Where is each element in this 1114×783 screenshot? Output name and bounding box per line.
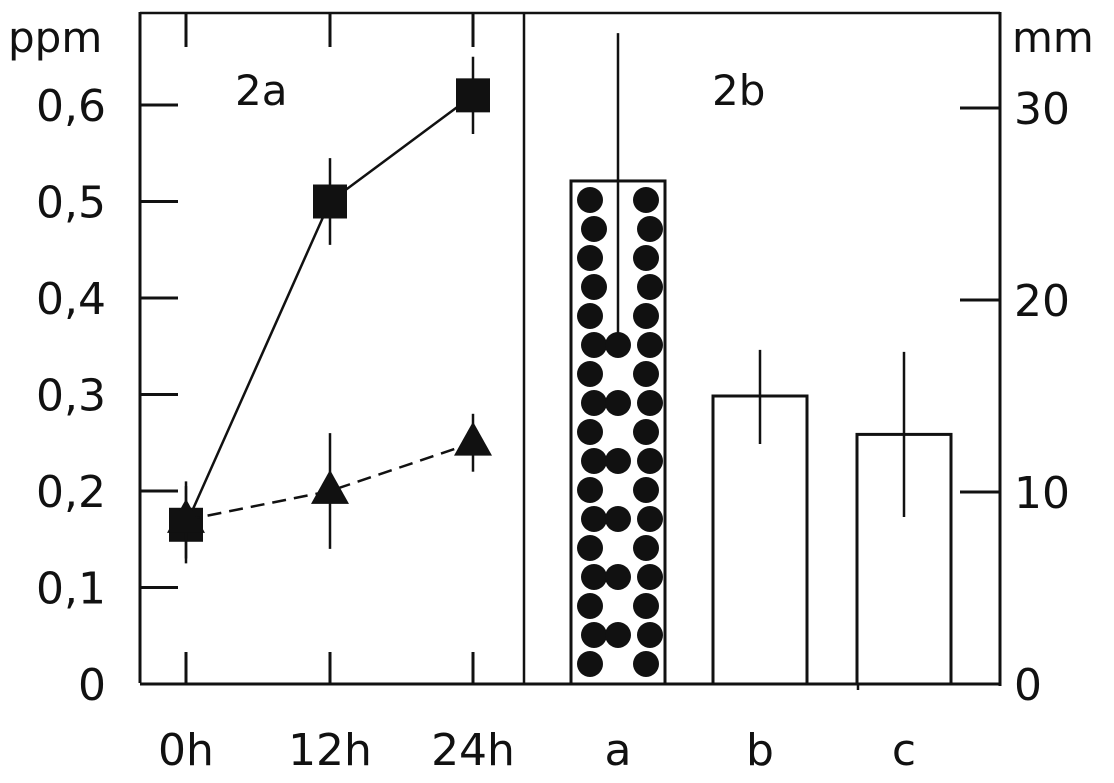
bar-dot	[605, 389, 631, 416]
bar-dot	[581, 389, 607, 416]
bar-series	[569, 33, 953, 686]
bar-dot	[637, 447, 663, 474]
bar-dot	[577, 534, 603, 561]
left-y-tick-label: 0	[78, 660, 106, 711]
right-y-tick-label: 10	[1014, 468, 1070, 519]
panel-label-2a: 2a	[235, 66, 287, 115]
bar-dot	[577, 476, 603, 503]
bar-dot	[581, 331, 607, 358]
left-y-tick-label: 0,6	[36, 81, 106, 132]
triangle-marker	[311, 469, 349, 504]
bar-dot	[577, 360, 603, 387]
bar-dot	[581, 563, 607, 590]
bar-dot	[577, 244, 603, 271]
bar-category-label: b	[746, 725, 774, 776]
triangle-marker	[167, 498, 205, 533]
line-series	[167, 56, 492, 564]
bar-dot	[577, 592, 603, 619]
x-category-label: 12h	[288, 725, 372, 776]
bar-dot	[637, 563, 663, 590]
right-y-tick-label: 0	[1014, 660, 1042, 711]
bar-dot	[577, 418, 603, 445]
right-y-tick-label: 30	[1014, 84, 1070, 135]
bar-category-label: a	[605, 725, 632, 776]
bar-dot	[633, 476, 659, 503]
bar-dot	[605, 331, 631, 358]
bar-category-label: c	[892, 725, 916, 776]
bar-dot	[577, 650, 603, 677]
x-category-label: 0h	[158, 725, 214, 776]
x-category-label: 24h	[431, 725, 515, 776]
left-y-tick-label: 0,3	[36, 371, 106, 422]
bar-dot	[633, 244, 659, 271]
square-marker	[313, 184, 347, 219]
bar-dot	[633, 186, 659, 213]
bar-dot	[633, 650, 659, 677]
bar-dot	[605, 563, 631, 590]
right-unit-label: mm	[1012, 13, 1094, 62]
bar-dot	[637, 389, 663, 416]
bar-dot	[637, 505, 663, 532]
left-y-tick-label: 0,2	[36, 467, 106, 518]
bar-dot	[637, 273, 663, 300]
square-marker	[456, 78, 490, 113]
bar-dot	[605, 447, 631, 474]
left-y-ticks: 0 0,1 0,2 0,3 0,4 0,5 0,6	[36, 81, 178, 711]
triangle-marker	[454, 421, 492, 456]
bar-dot	[633, 534, 659, 561]
x-ticks: 0h 12h 24h a b c	[158, 13, 916, 776]
bar-dot	[581, 505, 607, 532]
left-y-tick-label: 0,1	[36, 564, 106, 615]
bar-dot	[605, 621, 631, 648]
right-y-ticks: 0 10 20 30	[960, 84, 1070, 711]
bar-dot	[581, 447, 607, 474]
right-y-tick-label: 20	[1014, 276, 1070, 327]
bar-dot	[577, 186, 603, 213]
bar-dot	[633, 418, 659, 445]
line-series-triangle	[185, 441, 474, 522]
panel-label-2b: 2b	[712, 66, 765, 115]
bar-dot	[577, 302, 603, 329]
bar-dot	[581, 215, 607, 242]
left-unit-label: ppm	[8, 13, 102, 62]
bar-dot	[637, 331, 663, 358]
bar-dot	[633, 302, 659, 329]
left-y-tick-label: 0,4	[36, 274, 106, 325]
bar-dot	[633, 592, 659, 619]
bar-dot	[633, 360, 659, 387]
bar-dot	[581, 273, 607, 300]
bar-dot	[605, 505, 631, 532]
bar-dot	[637, 215, 663, 242]
left-y-tick-label: 0,5	[36, 178, 106, 229]
bar-dot	[637, 621, 663, 648]
bar-dot	[581, 621, 607, 648]
